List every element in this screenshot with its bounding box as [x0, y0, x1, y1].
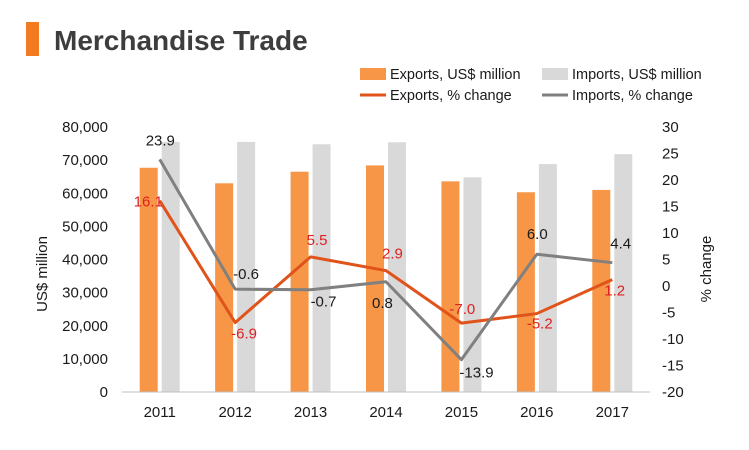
y-tick-label: 80,000 [62, 119, 108, 136]
y2-tick-label: 25 [662, 146, 679, 163]
x-tick-label: 2016 [520, 404, 553, 421]
exports-bar-2017 [592, 189, 611, 392]
y-tick-label: 10,000 [62, 351, 108, 368]
legend-label-1: Imports, US$ million [572, 67, 702, 83]
exports-bar-2015 [441, 181, 460, 392]
exports-bar-2014 [366, 165, 384, 392]
y2-tick-label: -5 [662, 305, 675, 322]
x-tick-label: 2011 [144, 404, 176, 421]
y2-tick-label: -20 [662, 384, 684, 401]
x-tick-label: 2015 [445, 404, 478, 421]
x-tick-label: 2013 [294, 404, 327, 421]
y-tick-label: 70,000 [62, 152, 108, 169]
y-tick-label: 50,000 [62, 218, 108, 235]
imports-bar-2011 [161, 141, 180, 392]
y2-tick-label: 10 [662, 225, 679, 242]
imports-pct-label: -13.9 [459, 365, 493, 382]
y2-tick-label: -15 [662, 358, 684, 375]
exports-bar-2013 [290, 171, 309, 392]
exports-pct-label: -7.0 [449, 301, 475, 318]
exports-pct-label: -6.9 [231, 326, 257, 343]
y2-tick-label: -10 [662, 331, 684, 348]
y-tick-label: 30,000 [62, 285, 108, 302]
x-tick-label: 2014 [369, 404, 402, 421]
y2-tick-label: 5 [662, 252, 670, 269]
exports-bar-2011 [139, 167, 158, 392]
y-tick-label: 60,000 [62, 185, 108, 202]
axes-group: 0 10,000 20,000 30,000 40,000 50,000 60,000 70,… [62, 119, 684, 421]
imports-pct-label: 23.9 [146, 132, 175, 149]
exports-pct-label: 1.2 [604, 283, 625, 300]
line-series-group [158, 158, 613, 362]
imports-pct-label: 6.0 [527, 226, 548, 243]
imports-pct-line [158, 158, 613, 362]
imports-pct-label: 4.4 [610, 236, 631, 253]
exports-pct-line [158, 199, 613, 325]
bar-series-group [139, 141, 633, 392]
legend-swatch-0 [360, 68, 386, 80]
imports-bar-2016 [538, 164, 557, 392]
imports-pct-label: -0.7 [311, 294, 337, 311]
y-tick-label: 40,000 [62, 252, 108, 269]
imports-pct-label: 0.8 [372, 295, 393, 312]
chart-legend: Exports, US$ million Imports, US$ million… [360, 67, 702, 104]
legend-label-0: Exports, US$ million [390, 67, 521, 83]
y2-tick-label: 0 [662, 278, 670, 295]
imports-bar-2014 [388, 142, 406, 392]
legend-label-3: Imports, % change [572, 88, 693, 104]
exports-pct-label: 16.1 [134, 194, 163, 211]
imports-bar-2015 [463, 177, 482, 392]
exports-pct-label: 5.5 [307, 232, 328, 249]
y2-tick-label: 30 [662, 119, 679, 136]
imports-bar-2013 [312, 144, 331, 392]
exports-pct-label: -5.2 [527, 316, 553, 333]
imports-bar-2012 [237, 141, 256, 392]
legend-label-2: Exports, % change [390, 88, 512, 104]
exports-pct-label: 2.9 [382, 246, 403, 263]
page-title: Merchandise Trade [54, 25, 308, 56]
y-tick-label: 0 [100, 384, 108, 401]
x-tick-label: 2012 [218, 404, 251, 421]
imports-pct-label: -0.6 [233, 266, 259, 283]
data-labels-group: 16.1 -6.9 5.5 2.9 -7.0 -5.2 1.2 23.9 -0.6 -0.7 0.8… [134, 132, 631, 381]
y2-axis-label: % change [698, 236, 715, 303]
exports-bar-2016 [516, 192, 535, 392]
exports-bar-2012 [215, 183, 234, 392]
x-tick-label: 2017 [596, 404, 629, 421]
y2-tick-label: 15 [662, 199, 679, 216]
y-axis-label: US$ million [34, 236, 51, 312]
y-tick-label: 20,000 [62, 318, 108, 335]
y2-tick-label: 20 [662, 172, 679, 189]
legend-swatch-1 [542, 68, 568, 80]
imports-bar-2017 [614, 154, 633, 392]
title-accent-bar [26, 22, 39, 56]
